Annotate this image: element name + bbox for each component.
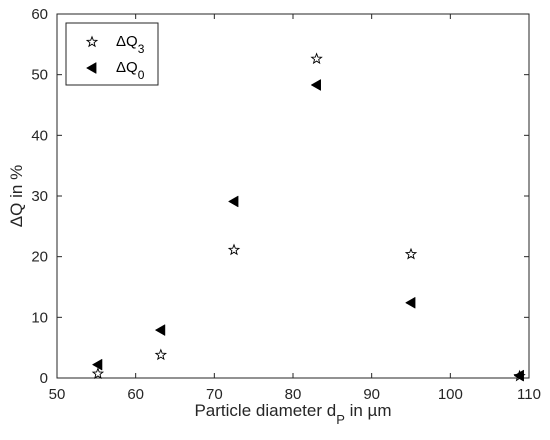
- data-point-dq3: [154, 348, 168, 361]
- data-point-dq3: [310, 52, 323, 65]
- y-tick-label: 0: [40, 370, 48, 387]
- legend: ΔQ3 ΔQ0: [65, 22, 159, 86]
- x-tick-label: 80: [285, 386, 302, 403]
- legend-box: [65, 22, 159, 86]
- y-tick-label: 50: [31, 67, 48, 84]
- x-tick-label: 60: [127, 386, 144, 403]
- legend-label-dq0: ΔQ0: [116, 59, 145, 82]
- legend-entry-dq0: ΔQ0: [85, 59, 145, 82]
- x-axis-label: Particle diameter dP in µm: [194, 401, 391, 427]
- y-tick-label: 40: [31, 127, 48, 144]
- data-point-dq0: [91, 358, 103, 371]
- legend-star-marker: [85, 35, 99, 48]
- x-tick-label: 70: [206, 386, 223, 403]
- data-point-dq0: [404, 296, 416, 309]
- x-tick-label: 110: [517, 386, 541, 403]
- data-point-dq3: [227, 243, 241, 256]
- legend-star-symbol: [85, 35, 99, 48]
- x-tick-label: 100: [438, 386, 463, 403]
- data-point-dq0: [310, 79, 321, 91]
- y-tick-label: 30: [31, 188, 48, 205]
- axis-ticks: 50 60 70 80 90 100 110 0 10 20 30 40 50 60: [31, 6, 541, 403]
- x-tick-label: 50: [49, 386, 66, 403]
- y-tick-label: 20: [31, 249, 48, 266]
- legend-triangle-symbol: [85, 62, 97, 74]
- data-point-dq3: [404, 247, 418, 260]
- x-tick-label: 90: [363, 386, 380, 403]
- y-tick-label: 60: [31, 6, 48, 23]
- data-point-dq0: [154, 324, 166, 337]
- data-point-dq3: [91, 367, 105, 379]
- legend-label-dq3: ΔQ3: [116, 33, 145, 56]
- legend-entry-dq3: ΔQ3: [85, 33, 145, 56]
- legend-triangle-marker: [85, 62, 97, 74]
- data-marks: [91, 52, 526, 382]
- data-point-dq0: [513, 369, 524, 382]
- y-tick-label: 10: [31, 309, 48, 326]
- data-point-dq0: [227, 195, 239, 208]
- y-axis-label: ΔQ in %: [7, 165, 26, 227]
